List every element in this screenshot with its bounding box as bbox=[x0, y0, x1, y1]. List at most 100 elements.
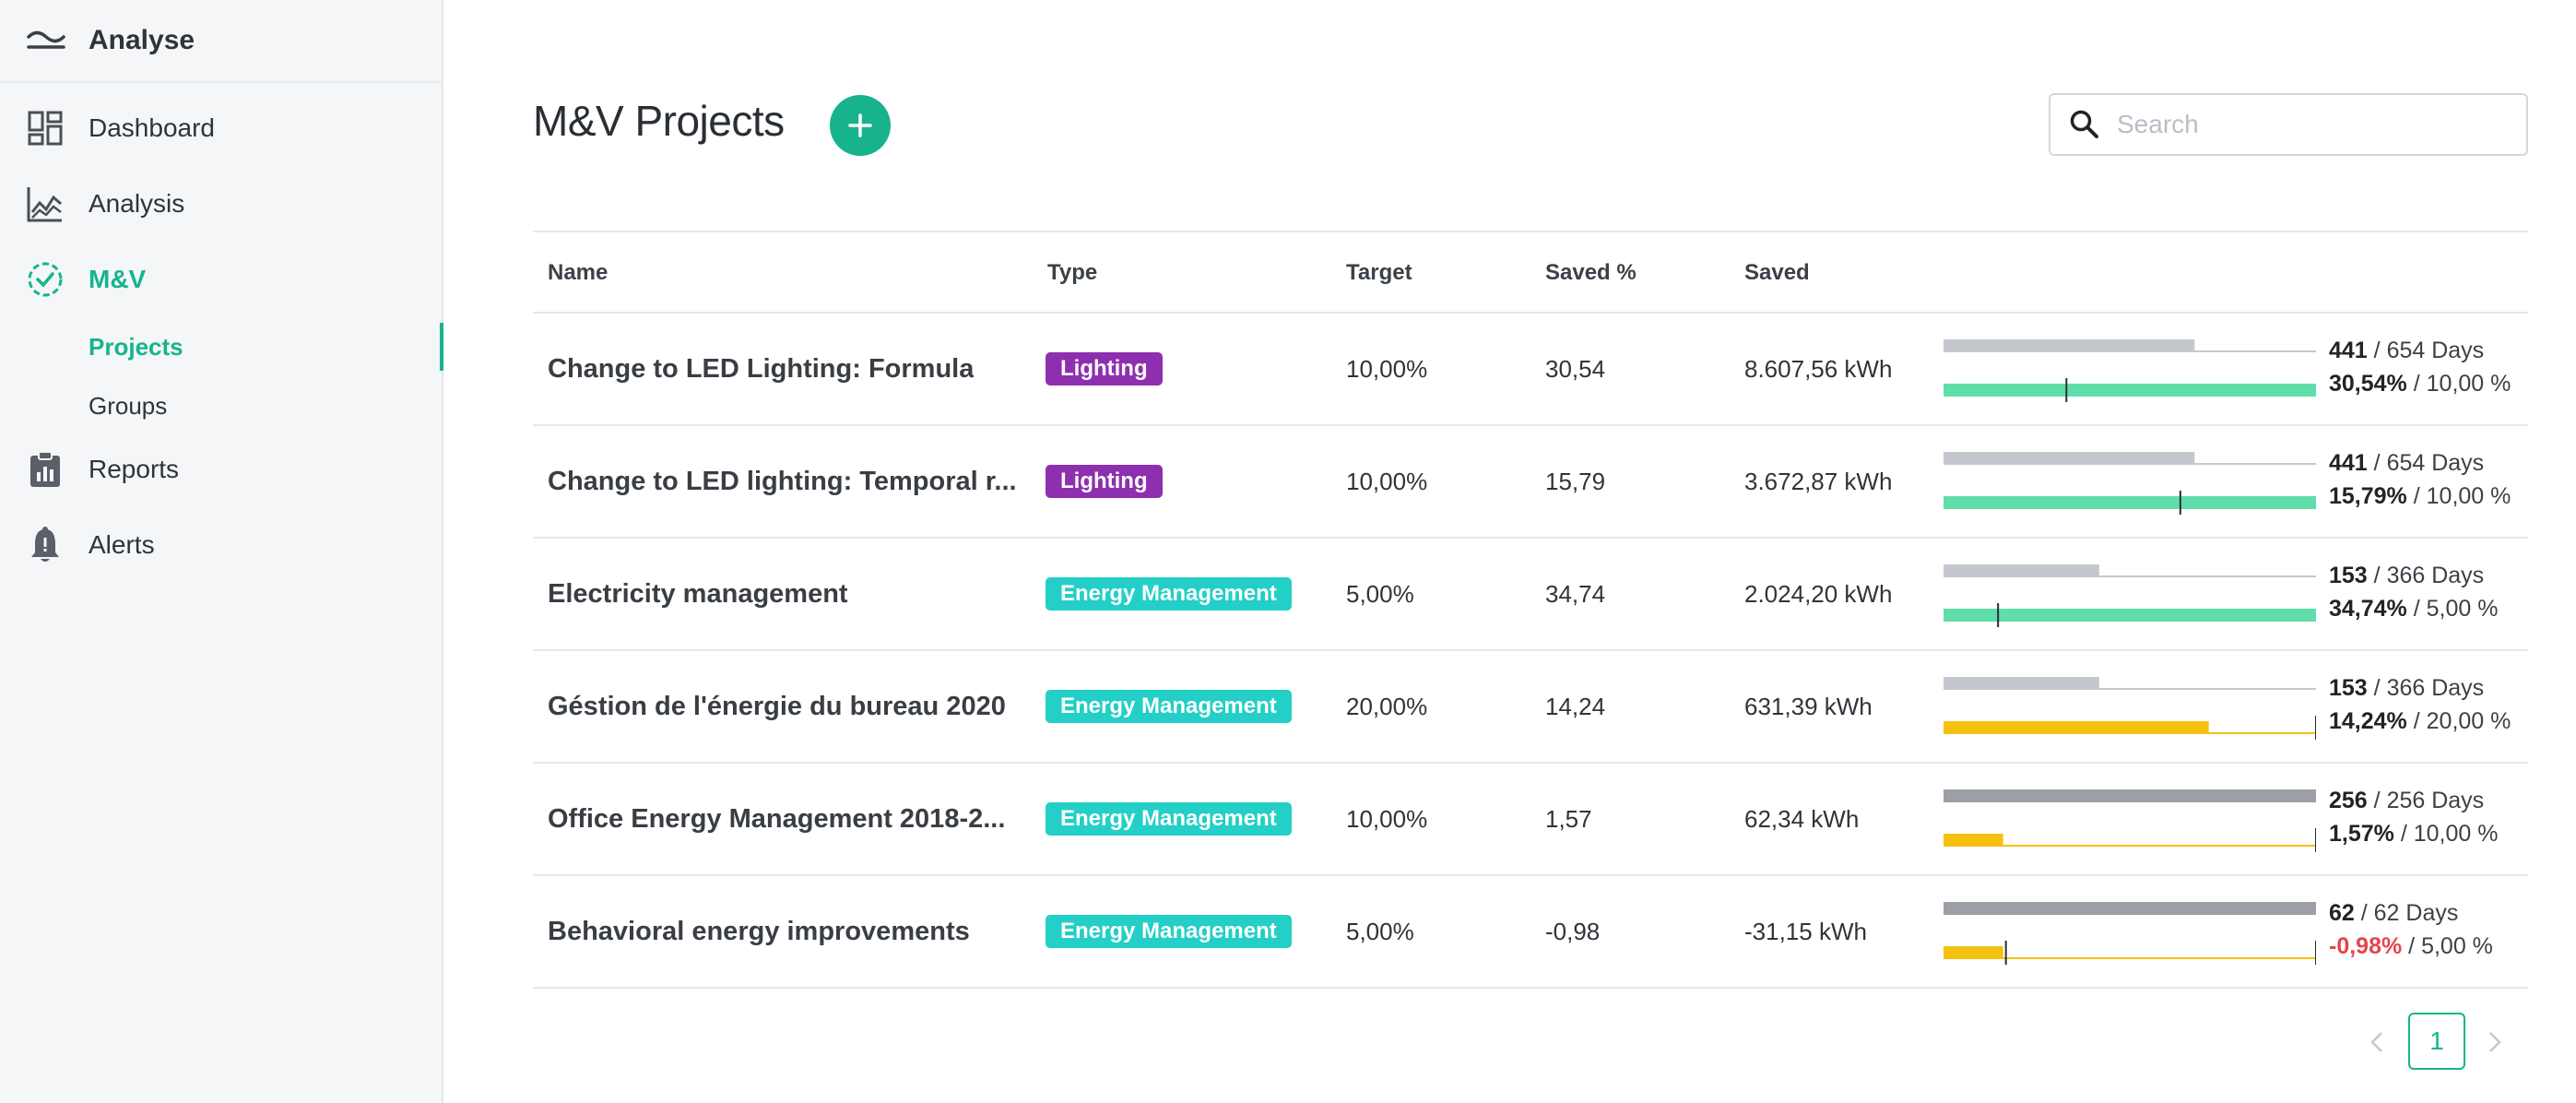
savings-readout: 34,74% / 5,00 % bbox=[2329, 592, 2498, 625]
table-row[interactable]: Change to LED lighting: Temporal r... Lig… bbox=[533, 426, 2528, 539]
days-readout: 256 / 256 Days bbox=[2329, 784, 2498, 817]
saved-percent-value: 30,54 bbox=[1545, 354, 1606, 383]
savings-readout: 1,57% / 10,00 % bbox=[2329, 817, 2498, 850]
readout-text: 153 / 366 Days 34,74% / 5,00 % bbox=[2329, 559, 2498, 625]
days-total: 366 Days bbox=[2386, 675, 2485, 701]
time-bar-fill bbox=[1944, 339, 2195, 352]
column-header-name[interactable]: Name bbox=[548, 260, 609, 285]
savings-readout: 30,54% / 10,00 % bbox=[2329, 367, 2511, 400]
project-name[interactable]: Behavioral energy improvements bbox=[548, 917, 970, 946]
separator: / bbox=[2406, 708, 2427, 734]
sidebar-item-label: Analysis bbox=[89, 189, 185, 218]
pagination-prev-button[interactable] bbox=[2358, 1022, 2395, 1062]
days-elapsed: 62 bbox=[2329, 900, 2355, 926]
type-cell: Lighting bbox=[1046, 426, 1163, 537]
sidebar-item-analysis[interactable]: Analysis bbox=[0, 172, 442, 236]
brand[interactable]: Analyse bbox=[0, 0, 442, 83]
project-name[interactable]: Electricity management bbox=[548, 579, 848, 609]
savings-bar-fill bbox=[1944, 721, 2209, 734]
time-bar-track bbox=[1944, 575, 2316, 577]
separator: / bbox=[2406, 483, 2427, 509]
saved-energy-value: 8.607,56 kWh bbox=[1744, 354, 1893, 383]
table-row[interactable]: Electricity management Energy Management 5… bbox=[533, 539, 2528, 651]
saved-percent: 15,79% bbox=[2329, 483, 2407, 509]
chevron-right-icon bbox=[2489, 1032, 2501, 1052]
column-header-saved-pct[interactable]: Saved % bbox=[1545, 260, 1637, 285]
sidebar: Analyse Dashboard Analysis bbox=[0, 0, 443, 1103]
time-bar-fill bbox=[1944, 902, 2316, 915]
savings-bar-fill bbox=[1944, 834, 2003, 847]
sidebar-subitem-groups[interactable]: Groups bbox=[0, 382, 442, 430]
days-elapsed: 153 bbox=[2329, 563, 2368, 588]
progress-chart bbox=[1944, 902, 2316, 965]
sidebar-item-reports[interactable]: Reports bbox=[0, 437, 442, 502]
savings-readout: 15,79% / 10,00 % bbox=[2329, 480, 2511, 513]
current-marker bbox=[2004, 941, 2007, 965]
progress-chart bbox=[1944, 677, 2316, 740]
table-row[interactable]: Office Energy Management 2018-2... Energy… bbox=[533, 764, 2528, 876]
project-name[interactable]: Change to LED Lighting: Formula bbox=[548, 354, 975, 384]
target-value: 20,00% bbox=[1346, 692, 1428, 720]
search-box[interactable] bbox=[2049, 93, 2528, 156]
saved-percent-value: 1,57 bbox=[1545, 804, 1592, 833]
readout-text: 153 / 366 Days 14,24% / 20,00 % bbox=[2329, 671, 2511, 738]
pagination-page-1[interactable]: 1 bbox=[2408, 1013, 2465, 1070]
savings-bar-track bbox=[1944, 957, 2316, 959]
project-name[interactable]: Change to LED lighting: Temporal r... bbox=[548, 467, 1017, 496]
column-header-target[interactable]: Target bbox=[1346, 260, 1412, 285]
progress-readout: 441 / 654 Days 15,79% / 10,00 % bbox=[2329, 426, 2528, 537]
readout-text: 256 / 256 Days 1,57% / 10,00 % bbox=[2329, 784, 2498, 850]
separator: / bbox=[2367, 563, 2387, 588]
target-marker bbox=[2315, 716, 2316, 740]
search-input[interactable] bbox=[2115, 109, 2487, 140]
type-cell: Energy Management bbox=[1046, 876, 1292, 987]
table-row[interactable]: Géstion de l'énergie du bureau 2020 Energ… bbox=[533, 651, 2528, 764]
separator: / bbox=[2367, 450, 2387, 476]
target-value: 5,00% bbox=[1346, 579, 1414, 608]
days-readout: 62 / 62 Days bbox=[2329, 896, 2493, 930]
target-percent: 10,00 % bbox=[2426, 483, 2511, 509]
progress-chart bbox=[1944, 339, 2316, 402]
progress-bars bbox=[1944, 876, 2316, 987]
project-name[interactable]: Géstion de l'énergie du bureau 2020 bbox=[548, 692, 1006, 721]
table-header: Name Type Target Saved % Saved bbox=[533, 232, 2528, 314]
separator: / bbox=[2367, 788, 2387, 813]
pagination-next-button[interactable] bbox=[2476, 1022, 2513, 1062]
target-percent: 20,00 % bbox=[2426, 708, 2511, 734]
project-name[interactable]: Office Energy Management 2018-2... bbox=[548, 804, 1006, 834]
days-readout: 153 / 366 Days bbox=[2329, 559, 2498, 592]
progress-readout: 441 / 654 Days 30,54% / 10,00 % bbox=[2329, 314, 2528, 424]
type-cell: Energy Management bbox=[1046, 539, 1292, 649]
separator: / bbox=[2354, 900, 2374, 926]
savings-bar-fill bbox=[1944, 609, 2316, 622]
type-cell: Energy Management bbox=[1046, 764, 1292, 874]
chevron-left-icon bbox=[2370, 1032, 2382, 1052]
target-value: 10,00% bbox=[1346, 467, 1428, 495]
sidebar-item-dashboard[interactable]: Dashboard bbox=[0, 96, 442, 160]
table-row[interactable]: Change to LED Lighting: Formula Lighting 1… bbox=[533, 314, 2528, 426]
saved-percent: 1,57% bbox=[2329, 821, 2394, 847]
target-value: 10,00% bbox=[1346, 354, 1428, 383]
target-value: 10,00% bbox=[1346, 804, 1428, 833]
sidebar-item-alerts[interactable]: Alerts bbox=[0, 513, 442, 577]
add-project-button[interactable] bbox=[830, 95, 891, 156]
column-header-saved[interactable]: Saved bbox=[1744, 260, 1810, 285]
days-total: 62 Days bbox=[2373, 900, 2459, 926]
saved-energy-value: 2.024,20 kWh bbox=[1744, 579, 1893, 608]
sidebar-item-mv[interactable]: M&V bbox=[0, 247, 442, 312]
column-header-type[interactable]: Type bbox=[1047, 260, 1098, 285]
target-value: 5,00% bbox=[1346, 917, 1414, 945]
target-percent: 5,00 % bbox=[2421, 933, 2493, 959]
type-badge: Energy Management bbox=[1046, 690, 1292, 723]
saved-energy-value: 631,39 kWh bbox=[1744, 692, 1873, 720]
analyse-wave-icon bbox=[27, 30, 65, 49]
days-elapsed: 441 bbox=[2329, 450, 2368, 476]
saved-percent-value: -0,98 bbox=[1545, 917, 1601, 945]
saved-percent-value: 15,79 bbox=[1545, 467, 1606, 495]
savings-bar-fill bbox=[1944, 496, 2316, 509]
sidebar-subitem-projects[interactable]: Projects bbox=[0, 323, 443, 371]
table-row[interactable]: Behavioral energy improvements Energy Man… bbox=[533, 876, 2528, 989]
type-cell: Lighting bbox=[1046, 314, 1163, 424]
saved-percent: 14,24% bbox=[2329, 708, 2407, 734]
days-readout: 153 / 366 Days bbox=[2329, 671, 2511, 705]
